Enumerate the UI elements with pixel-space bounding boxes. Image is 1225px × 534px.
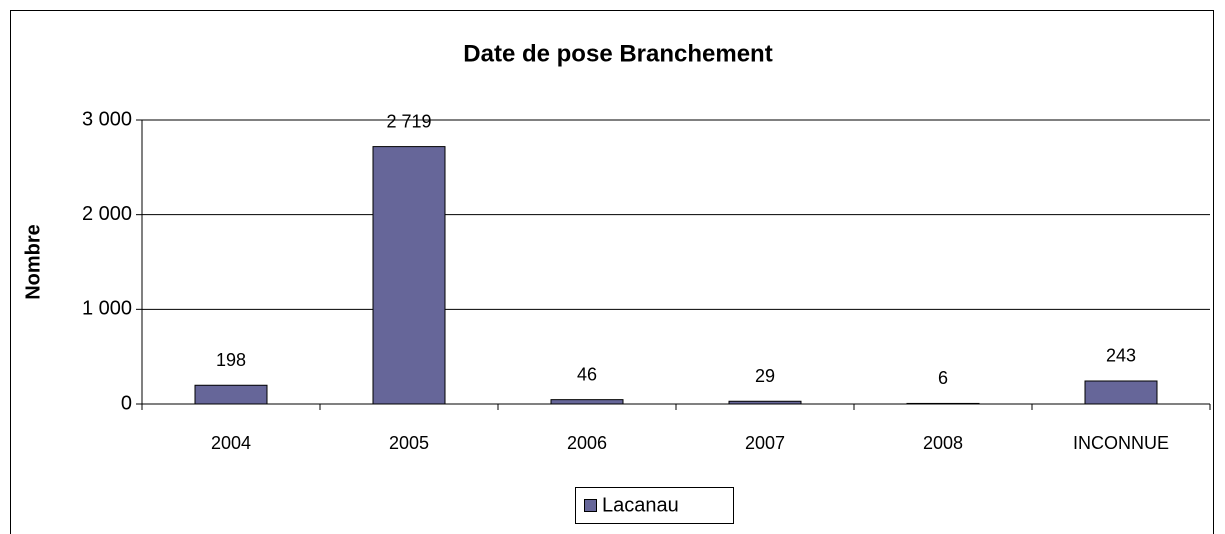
value-label: 243 bbox=[1106, 346, 1136, 366]
bar bbox=[1084, 380, 1158, 405]
chart-frame bbox=[10, 10, 1214, 534]
y-tick-label: 3 000 bbox=[82, 108, 132, 130]
x-tick-label: INCONNUE bbox=[1073, 433, 1169, 453]
value-label: 46 bbox=[577, 364, 597, 384]
value-label: 29 bbox=[755, 366, 775, 386]
x-tick-label: 2004 bbox=[211, 433, 251, 453]
legend-box bbox=[575, 487, 734, 524]
value-label: 198 bbox=[216, 350, 246, 370]
y-tick-label: 1 000 bbox=[82, 298, 132, 320]
x-tick-label: 2007 bbox=[745, 433, 785, 453]
bar bbox=[906, 402, 980, 405]
bar bbox=[550, 399, 624, 405]
bar bbox=[728, 400, 802, 405]
x-tick-label: 2008 bbox=[923, 433, 963, 453]
y-tick-label: 2 000 bbox=[82, 203, 132, 225]
value-label: 2 719 bbox=[386, 111, 431, 131]
legend-label: Lacanau bbox=[602, 494, 679, 516]
chart-title: Date de pose Branchement bbox=[463, 40, 772, 67]
y-axis-label: Nombre bbox=[22, 224, 44, 300]
x-tick-label: 2006 bbox=[567, 433, 607, 453]
legend-swatch bbox=[584, 499, 597, 512]
x-tick-label: 2005 bbox=[389, 433, 429, 453]
value-label: 6 bbox=[938, 368, 948, 388]
bar bbox=[372, 146, 446, 405]
bar bbox=[194, 384, 268, 405]
y-tick-label: 0 bbox=[121, 392, 132, 414]
